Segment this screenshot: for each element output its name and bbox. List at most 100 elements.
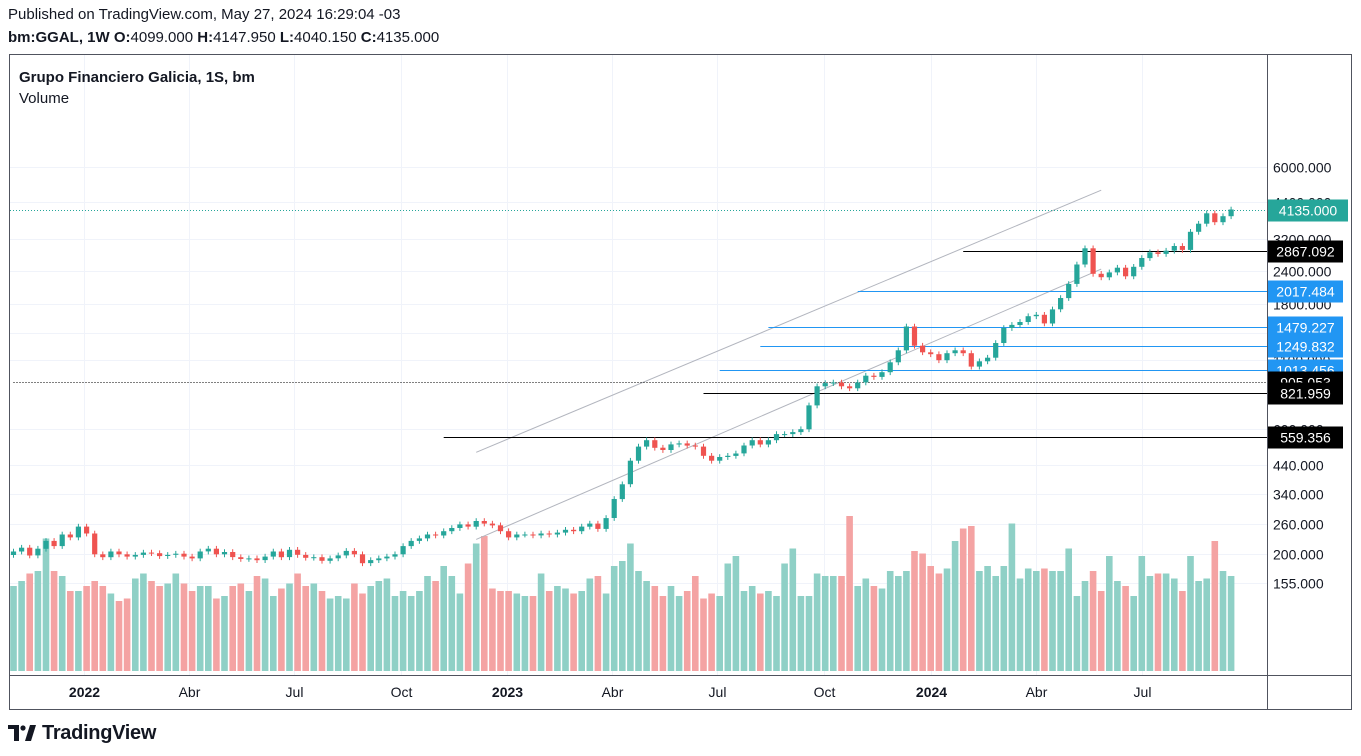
candle-body[interactable]: [960, 350, 966, 354]
candle-body[interactable]: [1098, 273, 1104, 278]
candle-body[interactable]: [416, 538, 422, 541]
candle-body[interactable]: [213, 548, 219, 555]
candle-body[interactable]: [497, 525, 504, 532]
candle-body[interactable]: [278, 551, 284, 558]
candle-body[interactable]: [684, 443, 690, 446]
candle-body[interactable]: [157, 553, 163, 557]
candle-body[interactable]: [1187, 231, 1194, 250]
candle-body[interactable]: [67, 534, 73, 538]
candle-body[interactable]: [757, 440, 763, 445]
candle-body[interactable]: [1163, 250, 1169, 254]
candle-body[interactable]: [221, 552, 228, 555]
candle-body[interactable]: [262, 556, 268, 561]
candle-body[interactable]: [351, 550, 357, 555]
candle-body[interactable]: [660, 447, 666, 450]
candle-body[interactable]: [473, 521, 479, 527]
candle-body[interactable]: [376, 558, 382, 561]
candle-body[interactable]: [773, 434, 780, 441]
candle-body[interactable]: [449, 528, 455, 532]
candle-body[interactable]: [790, 432, 796, 435]
candle-body[interactable]: [522, 534, 528, 536]
candle-body[interactable]: [968, 353, 974, 367]
candle-body[interactable]: [1082, 248, 1088, 265]
candle-body[interactable]: [1212, 213, 1218, 223]
candle-body[interactable]: [1001, 328, 1007, 343]
candle-body[interactable]: [1131, 266, 1137, 277]
candle-body[interactable]: [887, 362, 893, 373]
candle-body[interactable]: [725, 455, 731, 457]
candle-body[interactable]: [1139, 258, 1145, 267]
candle-body[interactable]: [1066, 284, 1072, 299]
candle-body[interactable]: [270, 551, 276, 557]
candle-body[interactable]: [165, 554, 171, 556]
candle-body[interactable]: [51, 540, 57, 547]
candle-body[interactable]: [562, 529, 569, 533]
candle-body[interactable]: [871, 375, 877, 377]
candle-body[interactable]: [1049, 309, 1056, 324]
candle-body[interactable]: [433, 534, 439, 536]
candle-body[interactable]: [514, 534, 520, 538]
candle-body[interactable]: [84, 526, 90, 534]
candle-body[interactable]: [132, 554, 138, 557]
candle-body[interactable]: [1058, 298, 1064, 310]
candle-body[interactable]: [976, 361, 982, 367]
candle-body[interactable]: [652, 440, 658, 448]
candle-body[interactable]: [1179, 246, 1185, 250]
candle-body[interactable]: [928, 352, 934, 355]
candle-body[interactable]: [408, 540, 414, 547]
candle-body[interactable]: [75, 526, 81, 538]
candle-body[interactable]: [1114, 267, 1120, 273]
candle-body[interactable]: [506, 531, 512, 538]
candle-body[interactable]: [595, 523, 601, 529]
candle-body[interactable]: [303, 554, 309, 558]
candle-body[interactable]: [554, 532, 560, 535]
candle-body[interactable]: [1228, 209, 1234, 217]
candle-body[interactable]: [863, 375, 869, 383]
candle-body[interactable]: [700, 446, 707, 456]
candle-body[interactable]: [59, 534, 65, 547]
candle-body[interactable]: [1106, 272, 1112, 278]
candle-body[interactable]: [798, 429, 804, 433]
candle-body[interactable]: [782, 434, 788, 436]
candle-body[interactable]: [254, 558, 260, 561]
candle-body[interactable]: [1171, 246, 1177, 251]
candle-body[interactable]: [571, 529, 577, 532]
candle-body[interactable]: [197, 551, 203, 559]
candle-body[interactable]: [35, 548, 41, 556]
candle-body[interactable]: [10, 551, 17, 556]
candle-body[interactable]: [424, 534, 431, 539]
candle-body[interactable]: [627, 460, 633, 485]
channel-line[interactable]: [476, 189, 1102, 453]
candle-body[interactable]: [457, 524, 463, 528]
candle-body[interactable]: [246, 558, 252, 560]
candle-body[interactable]: [668, 444, 674, 450]
candle-body[interactable]: [1017, 322, 1023, 325]
candle-body[interactable]: [709, 455, 715, 461]
candle-body[interactable]: [644, 440, 650, 447]
candle-body[interactable]: [1220, 216, 1226, 223]
candle-body[interactable]: [368, 560, 374, 564]
candle-body[interactable]: [319, 557, 325, 561]
candle-body[interactable]: [944, 353, 950, 361]
candle-body[interactable]: [903, 326, 909, 351]
candle-body[interactable]: [822, 383, 828, 387]
candle-body[interactable]: [733, 453, 739, 456]
candle-body[interactable]: [611, 499, 617, 518]
candle-body[interactable]: [100, 554, 106, 558]
candle-body[interactable]: [692, 445, 698, 447]
candle-body[interactable]: [936, 354, 942, 361]
candle-body[interactable]: [400, 546, 406, 555]
candle-body[interactable]: [173, 553, 179, 555]
candle-body[interactable]: [830, 382, 836, 384]
candle-body[interactable]: [920, 345, 926, 353]
candle-body[interactable]: [1041, 314, 1047, 324]
candle-body[interactable]: [189, 556, 195, 559]
candle-body[interactable]: [19, 547, 25, 552]
candle-body[interactable]: [465, 524, 471, 527]
candle-body[interactable]: [124, 554, 130, 557]
candle-body[interactable]: [27, 547, 33, 556]
candle-body[interactable]: [635, 446, 642, 461]
price-chart[interactable]: 6000.0004400.0003200.0002400.0001800.000…: [0, 0, 1361, 720]
candle-body[interactable]: [392, 554, 398, 557]
candle-body[interactable]: [1009, 324, 1015, 328]
